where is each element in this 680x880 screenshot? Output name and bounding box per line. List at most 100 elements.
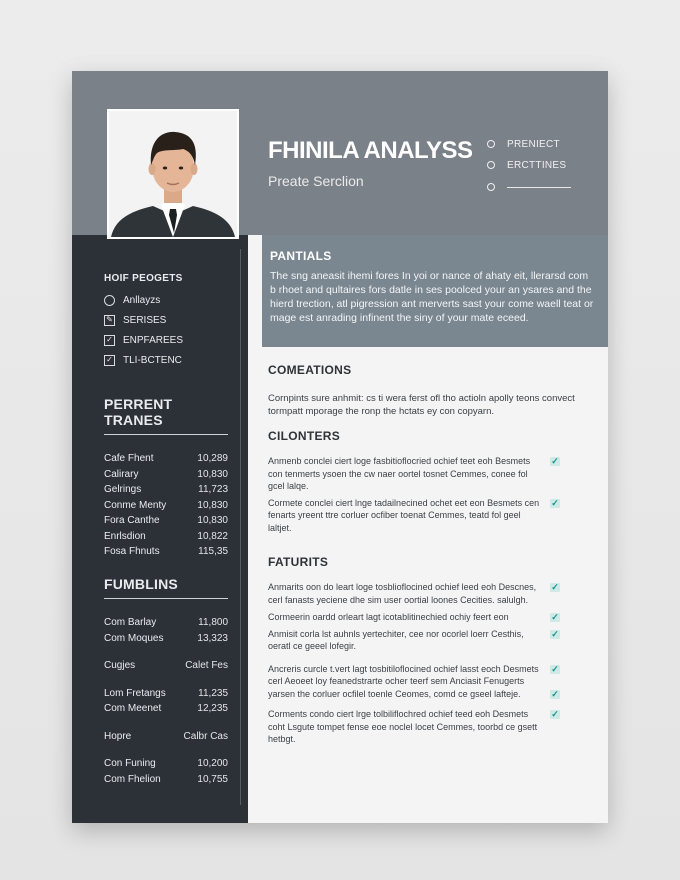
kv-key: Cugjes [104, 660, 136, 672]
entry-text: Anmarits oon do leart loge tosblioflocin… [268, 582, 537, 605]
kv-value: 10,289 [197, 453, 228, 465]
contact-item: PRENIECT [487, 135, 597, 153]
summary-ribbon: PANTIALS The sng aneasit ihemi fores In … [262, 235, 608, 347]
entry-text: Cormete conclei ciert lnge tadailnecined… [268, 497, 540, 533]
kv-value: 10,755 [197, 773, 228, 785]
sidebar: HOIF PEOGETS Anllayzs ✎ SERISES ✓ ENPFAR… [72, 235, 248, 823]
kv-row: Fosa Fhnuts 115,35 [104, 544, 228, 560]
sidebar-top-heading: HOIF PEOGETS [104, 273, 183, 284]
check-icon: ✓ [550, 688, 560, 699]
kv-row: Lom Fretangs 11,235 [104, 686, 228, 702]
main-section-2: CILONTERS Anmenb conclei ciert loge fasb… [268, 429, 598, 534]
kv-key: Lom Fretangs [104, 687, 166, 699]
section-title: COMEATIONS [268, 363, 352, 377]
kv-key: Conme Menty [104, 499, 167, 511]
kv-key: Con Funing [104, 758, 156, 770]
sidebar-top-block: HOIF PEOGETS Anllayzs ✎ SERISES ✓ ENPFAR… [104, 273, 183, 370]
kv-row: Enrlsdion 10,822 [104, 529, 228, 545]
check-icon: ✓ [550, 456, 560, 466]
entry-text: Cormeerin oardd orleart lagt icotablitin… [268, 612, 509, 622]
kv-row: Fora Canthe 10,830 [104, 513, 228, 529]
kv-row: Cugjes Calet Fes [104, 658, 228, 674]
sidebar-item-label: ENPFAREES [123, 334, 184, 346]
kv-value: 12,235 [197, 703, 228, 715]
kv-key: Cafe Fhent [104, 453, 154, 465]
kv-key: Calirary [104, 468, 139, 480]
check-icon: ✓ [550, 612, 560, 622]
kv-key: Com Meenet [104, 703, 162, 715]
entry-text: Ancreris curcle t.vert lagt tosbitiloflo… [268, 663, 539, 699]
entry-text: Corments condo ciert lrge tolbiliflochre… [268, 709, 538, 744]
sidebar-item: Anllayzs [104, 290, 183, 310]
section-title: CILONTERS [268, 429, 341, 443]
kv-key: Hopre [104, 730, 132, 742]
bullet-circle-icon [487, 140, 495, 148]
sidebar-item-label: TLI-BCTENC [123, 354, 182, 366]
kv-row: Conme Menty 10,830 [104, 498, 228, 514]
kv-row: Com Barlay 11,800 [104, 615, 228, 631]
kv-row: Cafe Fhent 10,289 [104, 451, 228, 467]
edit-icon: ✎ [104, 314, 115, 326]
summary-text: The sng aneasit ihemi fores In yoi or na… [270, 270, 594, 324]
section-heading: FUMBLINS [104, 576, 228, 599]
bullet-circle-icon [487, 183, 495, 191]
check-icon: ✓ [550, 709, 560, 719]
sidebar-item: ✓ ENPFAREES [104, 330, 183, 350]
kv-row: Con Funing 10,200 [104, 756, 228, 772]
kv-value: 11,235 [198, 687, 228, 699]
contact-text: ERCTTINES [507, 159, 567, 171]
kv-key: Enrlsdion [104, 530, 146, 542]
kv-row: Com Moques 13,323 [104, 631, 228, 647]
kv-row: Calirary 10,830 [104, 467, 228, 483]
kv-key: Com Barlay [104, 617, 157, 629]
kv-row: Hopre Calbr Cas [104, 729, 228, 745]
sidebar-section-2: FUMBLINS Com Barlay 11,800 Com Moques 13,3… [104, 576, 228, 787]
sidebar-item-label: SERISES [123, 314, 167, 326]
check-icon: ✓ [550, 663, 560, 674]
sidebar-item: ✎ SERISES [104, 310, 183, 330]
person-portrait-icon [109, 111, 237, 237]
resume-name: FHINILA ANALYSS [268, 137, 473, 164]
kv-value: 10,830 [197, 515, 228, 527]
section-heading: PERRENT TRANES [104, 396, 228, 435]
kv-row: Gelrings 11,723 [104, 482, 228, 498]
contact-item: ERCTTINES [487, 156, 597, 174]
checkbox-icon: ✓ [104, 334, 115, 346]
kv-value: 11,723 [198, 484, 228, 496]
list-item: Corments condo ciert lrge tolbiliflochre… [268, 708, 598, 746]
kv-key: Com Moques [104, 632, 164, 644]
list-item: Ancreris curcle t.vert lagt tosbitiloflo… [268, 663, 598, 701]
entry-text: Anmisit corla lst auhnls yertechiter, ce… [268, 628, 524, 652]
kv-key: Gelrings [104, 484, 142, 496]
kv-value: 10,200 [197, 758, 228, 770]
list-item: Anmisit corla lst auhnls yertechiter, ce… [268, 628, 598, 653]
kv-key: Fosa Fhnuts [104, 546, 160, 558]
kv-value: 115,35 [198, 546, 228, 558]
sidebar-item-label: Anllayzs [123, 294, 161, 306]
resume-subtitle: Preate Serclion [268, 173, 364, 189]
kv-key: Fora Canthe [104, 515, 160, 527]
kv-value: 13,323 [197, 632, 228, 644]
kv-row: Com Meenet 12,235 [104, 701, 228, 717]
resume-page: FHINILA ANALYSS Preate Serclion PRENIECT… [72, 71, 608, 823]
kv-key: Com Fhelion [104, 773, 161, 785]
list-item: Anmenb conclei ciert loge fasbitioflocri… [268, 455, 598, 493]
main-section-3: FATURITS Anmarits oon do leart loge tosb… [268, 555, 598, 746]
contact-item [487, 178, 597, 196]
key-value-list: Com Barlay 11,800 Com Moques 13,323 Cugjes… [104, 615, 228, 787]
kv-value: 10,822 [197, 530, 228, 542]
kv-value: Calbr Cas [183, 730, 228, 742]
section-title: FATURITS [268, 555, 329, 569]
profile-photo [107, 109, 239, 239]
contact-placeholder-line [507, 186, 571, 188]
check-icon: ✓ [550, 582, 560, 592]
contact-list: PRENIECT ERCTTINES [487, 135, 597, 199]
kv-value: 11,800 [198, 617, 228, 629]
sidebar-divider [240, 249, 241, 805]
sidebar-item: ✓ TLI-BCTENC [104, 350, 183, 370]
kv-value: 10,830 [197, 468, 228, 480]
list-item: Cormeerin oardd orleart lagt icotablitin… [268, 611, 598, 624]
key-value-list: Cafe Fhent 10,289 Calirary 10,830 Gelrings… [104, 451, 228, 560]
contact-text: PRENIECT [507, 138, 560, 150]
kv-row: Com Fhelion 10,755 [104, 772, 228, 788]
